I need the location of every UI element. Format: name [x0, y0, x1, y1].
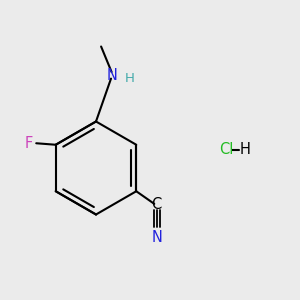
Text: N: N: [107, 68, 118, 82]
Text: H: H: [240, 142, 251, 158]
Text: N: N: [151, 230, 162, 245]
Text: C: C: [152, 197, 162, 212]
Text: Cl: Cl: [219, 142, 233, 158]
Text: F: F: [25, 136, 33, 151]
Text: H: H: [125, 71, 135, 85]
